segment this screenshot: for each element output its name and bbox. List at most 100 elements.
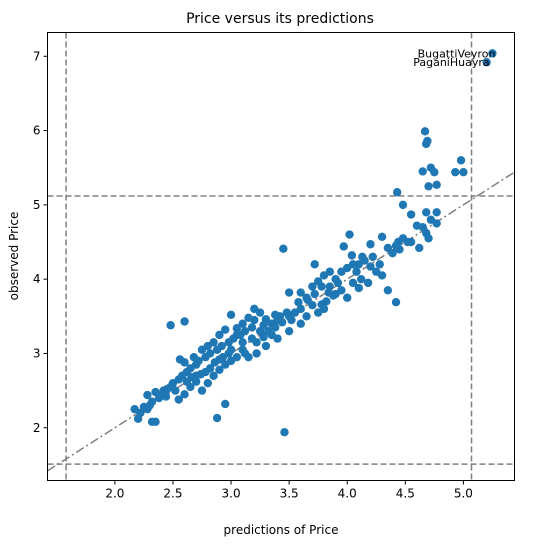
data-point <box>180 390 189 399</box>
x-tick-label: 3.5 <box>280 487 299 501</box>
data-point <box>420 127 430 136</box>
data-point <box>174 395 183 404</box>
data-point <box>277 318 287 327</box>
data-point <box>238 338 247 347</box>
data-point <box>264 326 273 336</box>
data-point <box>261 341 271 351</box>
data-point <box>424 182 433 191</box>
data-point <box>284 326 294 336</box>
data-point <box>221 360 230 369</box>
x-tick-label: 2.0 <box>105 487 124 501</box>
data-point <box>247 323 257 332</box>
data-point <box>406 237 416 247</box>
x-tick-label: 4.5 <box>396 487 415 501</box>
data-point <box>310 289 319 299</box>
data-point <box>418 167 427 176</box>
data-point <box>337 286 346 295</box>
data-point <box>189 352 199 362</box>
data-point <box>226 310 236 320</box>
data-point <box>284 288 294 297</box>
data-point <box>368 252 377 262</box>
data-point <box>392 188 402 197</box>
y-tick-label: 6 <box>33 124 41 138</box>
x-axis-label: predictions of Price <box>224 523 339 537</box>
point-annotation: PaganiHuayra <box>413 56 489 69</box>
data-point <box>175 355 185 364</box>
data-point <box>210 358 219 367</box>
data-point <box>412 221 422 230</box>
data-point <box>310 260 319 269</box>
data-point <box>366 262 375 271</box>
data-point <box>250 304 259 314</box>
data-point <box>303 295 312 305</box>
data-point <box>459 167 468 177</box>
data-point <box>215 330 224 340</box>
data-point <box>187 373 196 382</box>
data-point <box>280 428 289 437</box>
data-point <box>197 386 207 395</box>
data-point <box>347 251 357 260</box>
data-point <box>296 319 305 328</box>
data-point <box>273 334 282 343</box>
data-point <box>339 242 348 251</box>
x-axis: 2.0 2.5 3.0 3.5 4.0 4.5 5.0 <box>105 480 473 501</box>
x-tick-label: 2.5 <box>163 487 182 501</box>
data-point <box>221 399 230 409</box>
data-point <box>432 208 441 217</box>
data-point <box>232 352 242 362</box>
data-point <box>395 245 404 254</box>
data-point <box>352 267 361 276</box>
data-point <box>488 49 497 58</box>
plot-content <box>47 32 515 481</box>
data-point <box>244 313 253 322</box>
data-point <box>432 180 441 190</box>
data-point <box>456 156 466 165</box>
data-point <box>287 315 296 325</box>
data-point <box>356 274 366 284</box>
data-point <box>282 308 292 317</box>
data-point <box>377 232 387 242</box>
data-point <box>212 345 222 354</box>
data-point <box>130 404 139 414</box>
data-point <box>201 352 210 362</box>
plot-frame <box>47 32 515 481</box>
data-point <box>232 323 242 333</box>
data-point <box>302 312 311 321</box>
data-point <box>345 230 354 239</box>
data-point <box>398 200 408 210</box>
data-point <box>432 219 441 228</box>
data-point <box>143 390 152 400</box>
data-point <box>279 244 288 253</box>
data-point <box>296 288 305 297</box>
data-point <box>337 267 346 276</box>
data-point <box>348 278 358 288</box>
data-point <box>451 167 460 177</box>
data-point <box>424 234 433 243</box>
data-point <box>430 167 439 177</box>
data-point <box>240 349 250 358</box>
data-point <box>232 330 242 340</box>
data-point <box>203 378 213 388</box>
data-point <box>391 297 401 307</box>
data-point <box>319 271 329 280</box>
data-point <box>171 386 180 395</box>
data-point <box>482 58 491 67</box>
data-point <box>366 240 375 249</box>
data-point <box>270 310 280 320</box>
data-point <box>375 260 384 269</box>
data-point <box>388 248 397 258</box>
data-point <box>197 345 207 354</box>
point-annotation: BugattiVeyron <box>418 47 496 60</box>
data-point <box>151 417 160 427</box>
data-point <box>238 319 247 328</box>
data-point <box>422 208 431 217</box>
data-point <box>406 210 416 219</box>
data-point <box>161 392 171 401</box>
x-tick-label: 4.0 <box>338 487 357 501</box>
data-point <box>354 283 364 293</box>
y-tick-label: 4 <box>33 272 41 286</box>
y-axis-label: observed Price <box>7 212 21 301</box>
data-point <box>221 325 230 334</box>
